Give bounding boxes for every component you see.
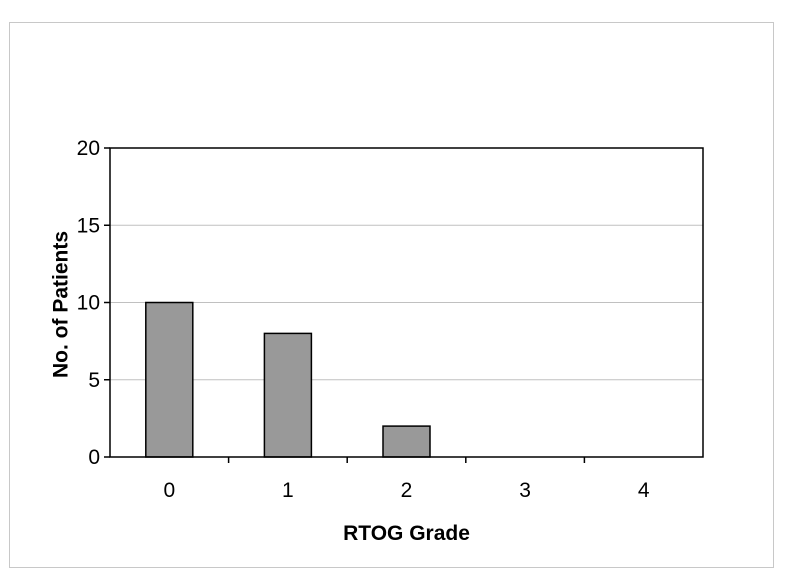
bar-grade-2 <box>382 425 431 458</box>
gridlines <box>110 224 703 381</box>
y-tick-label: 20 <box>77 137 100 160</box>
bars <box>145 301 431 458</box>
chart-frame <box>9 22 774 568</box>
y-tick-label: 0 <box>88 446 100 469</box>
x-axis-title: RTOG Grade <box>343 522 470 545</box>
x-tick-label: 3 <box>519 479 531 502</box>
y-tick-label: 5 <box>88 369 100 392</box>
x-tick-label: 4 <box>638 479 650 502</box>
x-axis-ticks: 0 1 2 3 4 <box>163 457 650 502</box>
x-tick-label: 2 <box>401 479 413 502</box>
y-axis-ticks: 0 5 10 15 20 <box>77 137 110 469</box>
x-tick-label: 1 <box>282 479 294 502</box>
y-axis-title: No. of Patients <box>49 231 72 378</box>
y-tick-label: 15 <box>77 214 100 237</box>
x-tick-label: 0 <box>163 479 175 502</box>
y-tick-label: 10 <box>77 292 100 315</box>
bar-grade-1 <box>263 332 313 458</box>
bar-grade-0 <box>145 301 194 458</box>
